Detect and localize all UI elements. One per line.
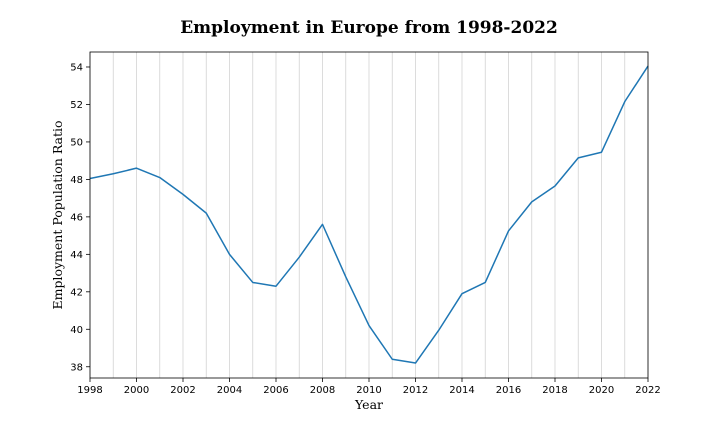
x-axis: 1998 2000 2002 2004 2006 2008 2010 2012 2014 2016… [77,378,661,396]
y-tick-label: 50 [70,137,83,148]
x-axis-label: Year [354,397,383,412]
x-tick-label: 2002 [170,385,195,396]
series-line [89,65,649,364]
x-tick-label: 2012 [403,385,428,396]
x-tick-label: 2004 [217,385,242,396]
y-tick-label: 38 [70,362,83,373]
x-tick-label: 2016 [496,385,521,396]
x-tick-label: 2000 [124,385,149,396]
chart-title: Employment in Europe from 1998-2022 [180,18,558,38]
y-tick-label: 44 [70,250,83,261]
y-tick-label: 40 [70,325,83,336]
y-axis-label: Employment Population Ratio [50,120,65,309]
x-tick-label: 2014 [449,385,474,396]
x-tick-label: 2020 [589,385,614,396]
y-axis: 38 40 42 44 46 48 50 52 54 [70,62,90,373]
y-tick-label: 52 [70,100,83,111]
x-tick-label: 2022 [635,385,660,396]
x-tick-label: 2010 [356,385,381,396]
y-tick-label: 54 [70,62,83,73]
y-tick-label: 48 [70,175,83,186]
y-tick-label: 42 [70,287,83,298]
x-tick-label: 2006 [263,385,288,396]
x-tick-label: 2008 [310,385,335,396]
y-tick-label: 46 [70,212,83,223]
grid-lines [89,52,649,378]
x-tick-label: 2018 [542,385,567,396]
x-tick-label: 1998 [77,385,102,396]
